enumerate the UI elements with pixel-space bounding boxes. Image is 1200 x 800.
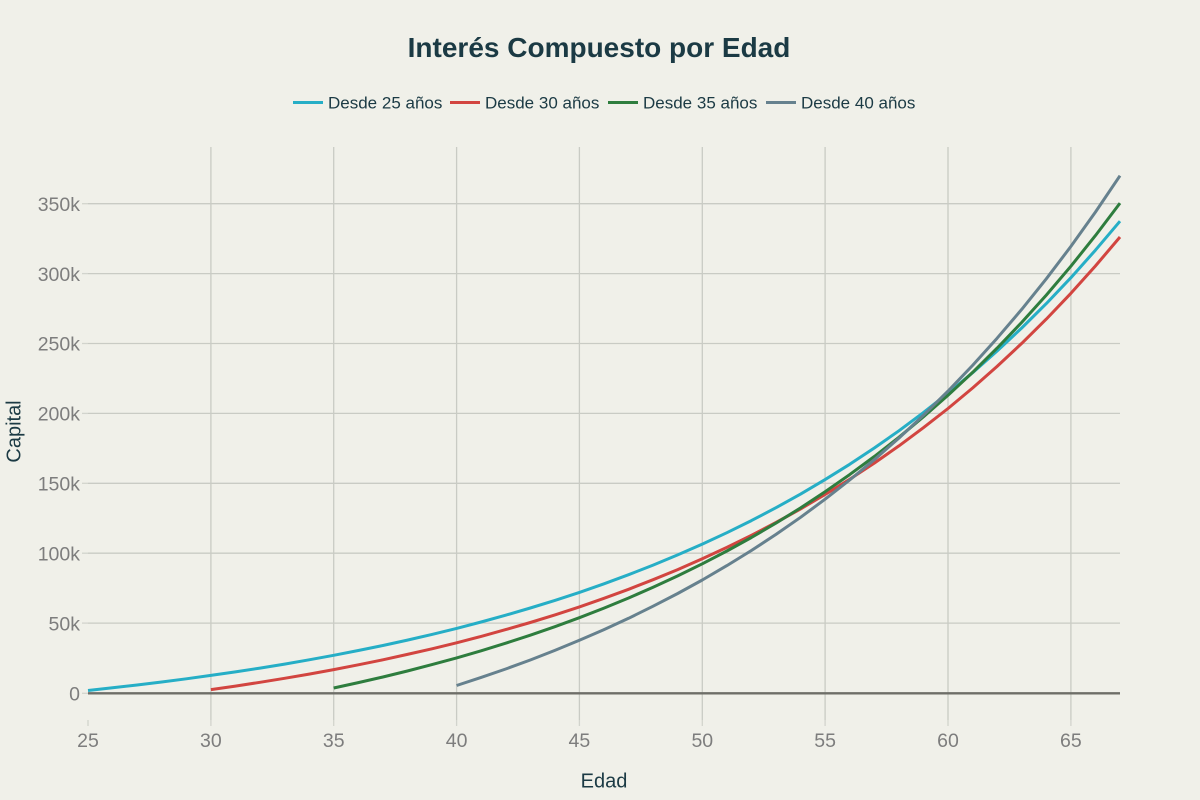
svg-text:Edad: Edad (581, 771, 628, 793)
svg-text:30: 30 (200, 730, 222, 752)
svg-text:45: 45 (569, 730, 591, 752)
svg-text:0: 0 (69, 684, 80, 706)
svg-text:150k: 150k (38, 474, 81, 496)
svg-text:25: 25 (77, 730, 99, 752)
svg-text:Desde 25 años: Desde 25 años (328, 94, 442, 113)
svg-text:55: 55 (814, 730, 836, 752)
svg-text:Capital: Capital (4, 400, 26, 462)
svg-text:350k: 350k (38, 194, 81, 216)
svg-text:65: 65 (1060, 730, 1082, 752)
svg-text:100k: 100k (38, 543, 81, 565)
svg-text:Desde 35 años: Desde 35 años (643, 94, 757, 113)
svg-text:Desde 30 años: Desde 30 años (485, 94, 599, 113)
svg-text:300k: 300k (38, 264, 81, 286)
svg-text:40: 40 (446, 730, 468, 752)
svg-text:200k: 200k (38, 404, 81, 426)
svg-text:Desde 40 años: Desde 40 años (801, 94, 915, 113)
svg-text:35: 35 (323, 730, 345, 752)
svg-text:50k: 50k (49, 613, 81, 635)
svg-text:60: 60 (937, 730, 959, 752)
svg-text:Interés Compuesto por Edad: Interés Compuesto por Edad (408, 32, 791, 63)
svg-text:250k: 250k (38, 334, 81, 356)
svg-text:50: 50 (691, 730, 713, 752)
